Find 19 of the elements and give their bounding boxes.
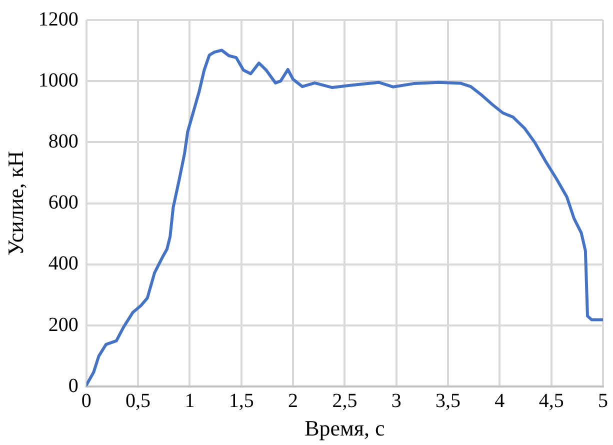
y-tick-label: 1200 — [38, 8, 78, 30]
y-tick-label: 600 — [48, 192, 78, 214]
y-tick-label: 400 — [48, 252, 78, 275]
y-tick-label: 0 — [68, 374, 78, 397]
x-tick-label: 1,5 — [228, 390, 254, 412]
x-tick-label: 3,5 — [436, 390, 461, 412]
y-tick-label: 1000 — [38, 69, 78, 92]
x-tick-label: 2 — [288, 390, 298, 412]
y-tick-label: 800 — [48, 130, 78, 152]
x-tick-label: 2,5 — [332, 390, 358, 412]
y-tick-label: 200 — [48, 314, 78, 336]
x-tick-label: 5 — [598, 390, 608, 412]
y-axis-title: Усилие, кН — [2, 150, 28, 256]
x-tick-label: 0,5 — [126, 390, 151, 412]
x-tick-label: 3 — [391, 390, 402, 412]
x-axis-title: Время, с — [304, 416, 386, 441]
x-tick-label: 1 — [184, 390, 195, 412]
x-tick-label: 4,5 — [538, 390, 564, 412]
x-tick-label: 4 — [494, 390, 505, 412]
